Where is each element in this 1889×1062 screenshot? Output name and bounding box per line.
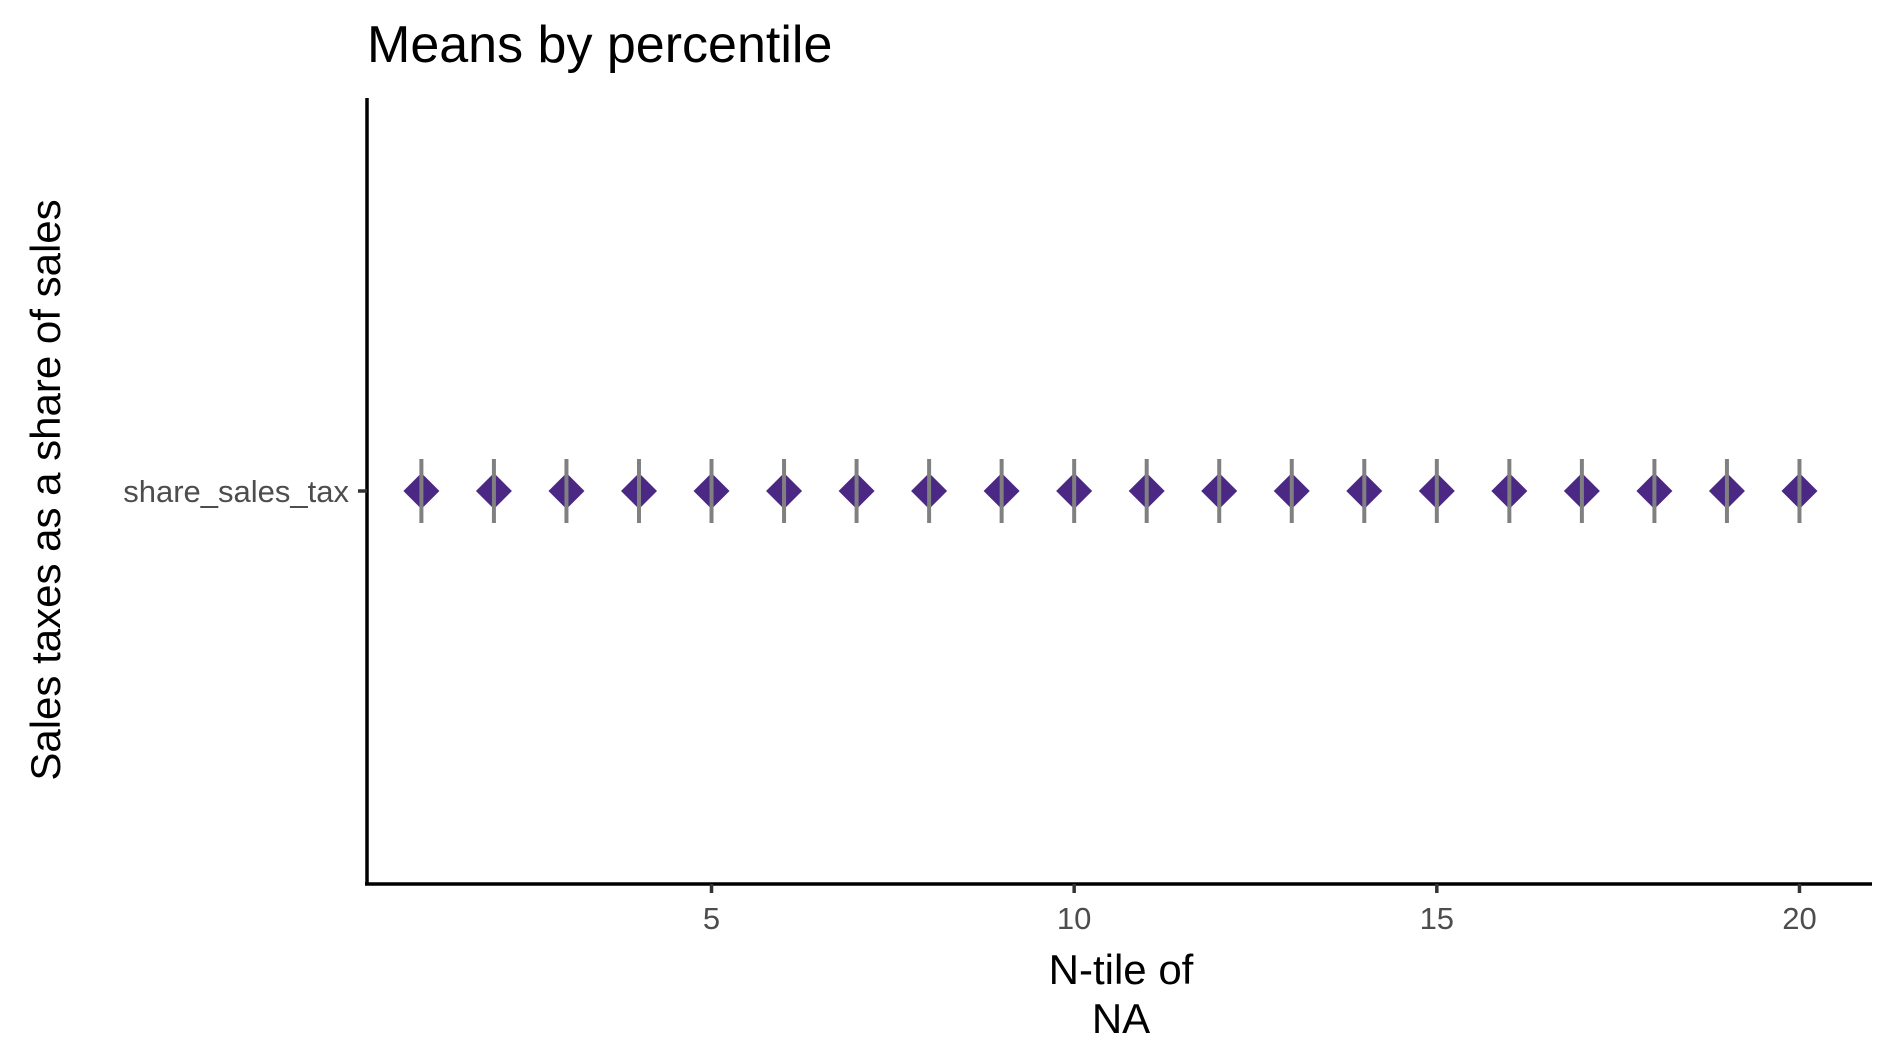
x-tick-label: 20 [1782,901,1816,936]
x-axis-title-line-2: NA [1092,995,1150,1042]
y-tick-label: share_sales_tax [123,474,349,509]
x-tick-label: 15 [1420,901,1454,936]
y-axis-title: Sales taxes as a share of sales [22,199,69,780]
x-axis-title-line-1: N-tile of [1049,946,1194,993]
chart-title: Means by percentile [367,16,832,74]
x-tick-label: 10 [1057,901,1091,936]
x-tick-label: 5 [703,901,720,936]
